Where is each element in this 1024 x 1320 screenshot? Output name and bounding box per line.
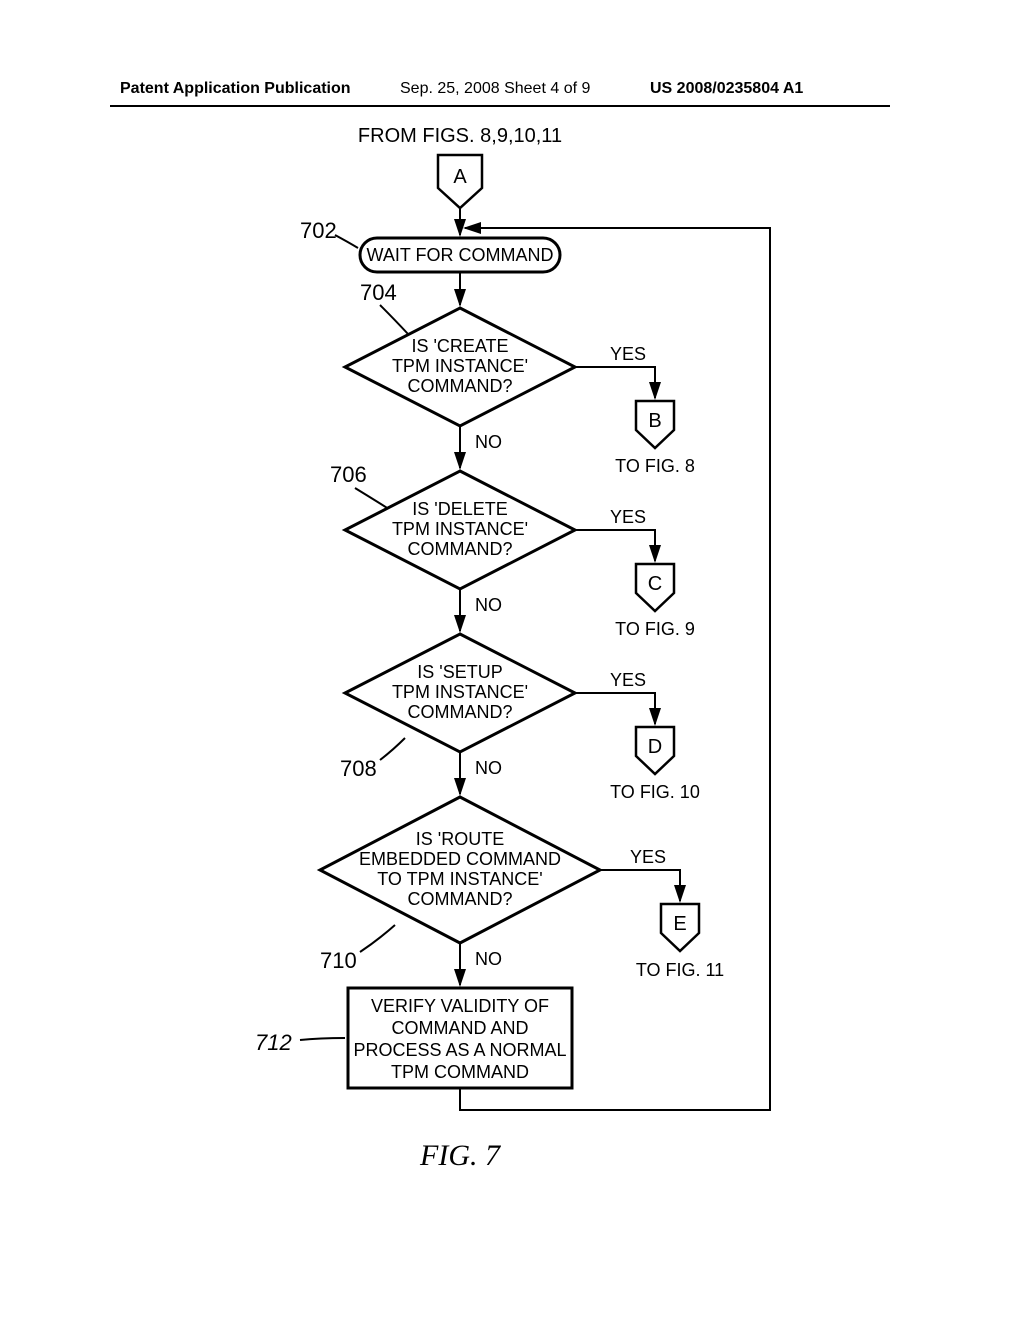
svg-text:IS 'DELETE: IS 'DELETE bbox=[412, 499, 507, 519]
ref-704-leader bbox=[380, 305, 408, 334]
connector-d: D bbox=[636, 727, 674, 774]
step-702: WAIT FOR COMMAND bbox=[360, 238, 560, 272]
decision-708: IS 'SETUP TPM INSTANCE' COMMAND? bbox=[345, 634, 575, 752]
connector-e: E bbox=[661, 904, 699, 951]
svg-text:COMMAND?: COMMAND? bbox=[407, 889, 512, 909]
yes-704: YES bbox=[610, 344, 646, 364]
svg-text:B: B bbox=[648, 410, 661, 432]
svg-text:TPM INSTANCE': TPM INSTANCE' bbox=[392, 682, 528, 702]
svg-text:EMBEDDED COMMAND: EMBEDDED COMMAND bbox=[359, 849, 561, 869]
svg-text:COMMAND?: COMMAND? bbox=[407, 702, 512, 722]
svg-text:TPM COMMAND: TPM COMMAND bbox=[391, 1062, 529, 1082]
svg-text:IS 'SETUP: IS 'SETUP bbox=[417, 662, 502, 682]
yes-706: YES bbox=[610, 507, 646, 527]
header-right: US 2008/0235804 A1 bbox=[650, 80, 803, 98]
arrow-710-yes bbox=[600, 870, 680, 901]
ref-712: 712 bbox=[255, 1030, 292, 1055]
decision-706: IS 'DELETE TPM INSTANCE' COMMAND? bbox=[345, 471, 575, 589]
connector-c: C bbox=[636, 564, 674, 611]
page: Patent Application Publication Sep. 25, … bbox=[0, 0, 1024, 1320]
svg-text:TPM INSTANCE': TPM INSTANCE' bbox=[392, 519, 528, 539]
figure-caption: FIG. 7 bbox=[419, 1139, 502, 1172]
no-706: NO bbox=[475, 595, 502, 615]
header-rule bbox=[110, 105, 890, 107]
svg-text:VERIFY VALIDITY OF: VERIFY VALIDITY OF bbox=[371, 996, 549, 1016]
ref-704: 704 bbox=[360, 280, 397, 305]
flowchart: FROM FIGS. 8,9,10,11 A 702 WAIT FOR COMM… bbox=[0, 120, 1024, 1280]
svg-text:C: C bbox=[648, 573, 662, 595]
ref-706: 706 bbox=[330, 462, 367, 487]
connector-a: A bbox=[438, 155, 482, 208]
ref-702-leader bbox=[335, 235, 358, 248]
ref-708-leader bbox=[380, 738, 405, 760]
svg-text:COMMAND AND: COMMAND AND bbox=[391, 1018, 528, 1038]
no-708: NO bbox=[475, 758, 502, 778]
svg-text:IS 'CREATE: IS 'CREATE bbox=[411, 336, 508, 356]
ref-702: 702 bbox=[300, 218, 337, 243]
svg-text:COMMAND?: COMMAND? bbox=[407, 539, 512, 559]
arrow-706-yes bbox=[575, 530, 655, 561]
svg-text:PROCESS AS A NORMAL: PROCESS AS A NORMAL bbox=[353, 1040, 566, 1060]
ref-710-leader bbox=[360, 925, 395, 952]
svg-text:IS 'ROUTE: IS 'ROUTE bbox=[416, 829, 504, 849]
ref-712-leader bbox=[300, 1038, 345, 1040]
svg-text:TO TPM INSTANCE': TO TPM INSTANCE' bbox=[377, 869, 542, 889]
to-fig11: TO FIG. 11 bbox=[636, 960, 724, 980]
svg-text:A: A bbox=[453, 166, 467, 188]
yes-710: YES bbox=[630, 847, 666, 867]
no-704: NO bbox=[475, 432, 502, 452]
header-left: Patent Application Publication bbox=[120, 80, 351, 98]
svg-text:D: D bbox=[648, 736, 662, 758]
svg-text:COMMAND?: COMMAND? bbox=[407, 376, 512, 396]
from-figs-label: FROM FIGS. 8,9,10,11 bbox=[358, 125, 562, 147]
svg-text:TPM INSTANCE': TPM INSTANCE' bbox=[392, 356, 528, 376]
arrow-708-yes bbox=[575, 693, 655, 724]
no-710: NO bbox=[475, 949, 502, 969]
to-fig10: TO FIG. 10 bbox=[610, 782, 700, 802]
svg-text:E: E bbox=[673, 913, 686, 935]
header-mid: Sep. 25, 2008 Sheet 4 of 9 bbox=[400, 80, 590, 98]
ref-708: 708 bbox=[340, 756, 377, 781]
svg-text:WAIT FOR COMMAND: WAIT FOR COMMAND bbox=[367, 245, 554, 265]
connector-b: B bbox=[636, 401, 674, 448]
ref-710: 710 bbox=[320, 948, 357, 973]
arrow-704-yes bbox=[575, 367, 655, 398]
decision-704: IS 'CREATE TPM INSTANCE' COMMAND? bbox=[345, 308, 575, 426]
yes-708: YES bbox=[610, 670, 646, 690]
decision-710: IS 'ROUTE EMBEDDED COMMAND TO TPM INSTAN… bbox=[320, 797, 600, 943]
to-fig9: TO FIG. 9 bbox=[615, 619, 695, 639]
to-fig8: TO FIG. 8 bbox=[615, 456, 695, 476]
step-712: VERIFY VALIDITY OF COMMAND AND PROCESS A… bbox=[348, 988, 572, 1088]
